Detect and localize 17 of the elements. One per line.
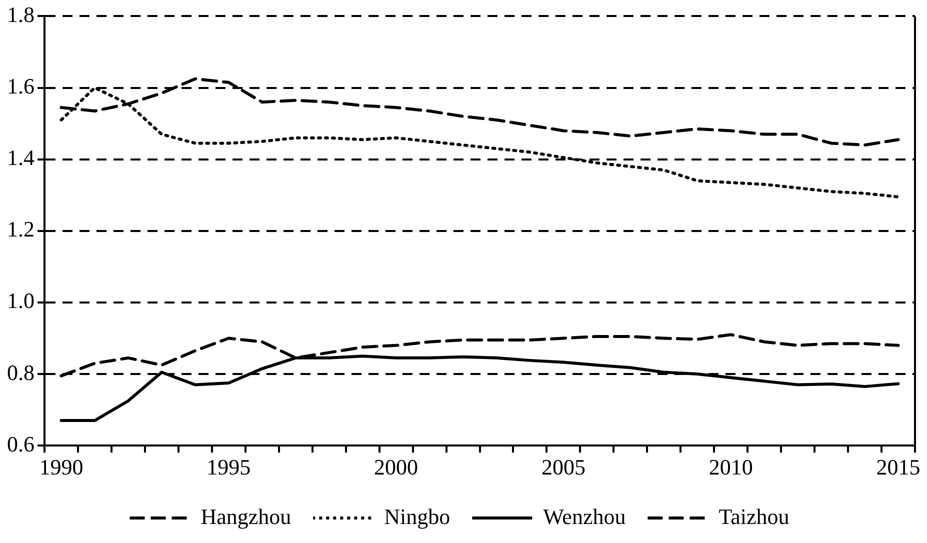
legend-label: Wenzhou bbox=[543, 504, 626, 529]
y-tick-label: 0.8 bbox=[7, 360, 34, 385]
y-tick-label: 0.6 bbox=[7, 431, 34, 456]
x-tick-label: 1990 bbox=[39, 454, 84, 480]
x-tick-label: 2015 bbox=[876, 454, 920, 480]
x-tick-label: 2000 bbox=[374, 454, 418, 480]
y-tick-label: 1.2 bbox=[7, 216, 34, 242]
x-tick-label: 1995 bbox=[206, 454, 251, 480]
legend-label: Hangzhou bbox=[200, 504, 292, 529]
x-tick-label: 2010 bbox=[708, 454, 753, 480]
y-tick-label: 1.8 bbox=[7, 2, 34, 27]
y-tick-label: 1.6 bbox=[7, 74, 34, 99]
y-tick-label: 1.0 bbox=[7, 288, 34, 314]
legend-label: Taizhou bbox=[718, 504, 790, 529]
y-tick-label: 1.4 bbox=[7, 145, 34, 170]
x-tick-label: 2005 bbox=[541, 454, 586, 480]
legend-label: Ningbo bbox=[384, 504, 450, 529]
